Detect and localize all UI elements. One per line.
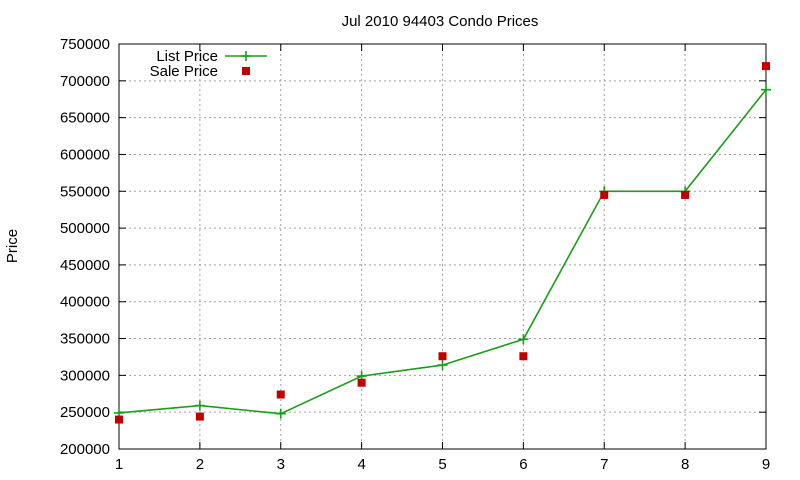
y-tick-label: 700000 bbox=[60, 73, 110, 90]
list-price-point bbox=[761, 84, 771, 95]
plot-frame bbox=[118, 43, 767, 450]
legend-marker-list-price bbox=[241, 51, 251, 61]
sale-price-point bbox=[681, 190, 690, 199]
y-tick-label: 500000 bbox=[60, 220, 110, 237]
y-axis-label: Price bbox=[4, 229, 21, 263]
y-tick-label: 250000 bbox=[60, 404, 110, 421]
sale-price-point bbox=[115, 415, 123, 424]
legend-marks bbox=[225, 51, 267, 75]
x-tick-label: 6 bbox=[519, 456, 527, 473]
x-tick-label: 2 bbox=[196, 456, 204, 473]
x-tick-label: 7 bbox=[600, 456, 608, 473]
grid-lines bbox=[119, 44, 766, 449]
axes: 200000 250000 300000 350000 400000 450000 5000… bbox=[60, 36, 770, 473]
y-tick-label: 400000 bbox=[60, 294, 110, 311]
legend-label-sale-price: Sale Price bbox=[150, 63, 218, 80]
x-tick-label: 1 bbox=[115, 456, 123, 473]
list-price-point bbox=[275, 408, 286, 419]
x-tick-label: 3 bbox=[277, 456, 285, 473]
chart-title: Jul 2010 94403 Condo Prices bbox=[342, 13, 539, 30]
y-tick-label: 300000 bbox=[60, 367, 110, 384]
sale-price-point bbox=[519, 352, 528, 361]
y-tick-label: 350000 bbox=[60, 331, 110, 348]
list-price-point bbox=[437, 360, 448, 371]
x-tick-label: 4 bbox=[357, 456, 365, 473]
legend-label-list-price: List Price bbox=[156, 48, 218, 65]
y-tick-label: 200000 bbox=[60, 441, 110, 458]
sale-price-point bbox=[195, 412, 204, 421]
y-tick-label: 550000 bbox=[60, 183, 110, 200]
x-tick-label: 5 bbox=[438, 456, 446, 473]
y-tick-label: 600000 bbox=[60, 146, 110, 163]
legend-marker-sale-price bbox=[242, 67, 250, 75]
sale-price-point bbox=[438, 352, 447, 361]
y-tick-label: 450000 bbox=[60, 257, 110, 274]
sale-price-point bbox=[276, 390, 285, 399]
list-price-point bbox=[194, 400, 205, 411]
data-series bbox=[114, 62, 771, 424]
y-tick-label: 650000 bbox=[60, 110, 110, 127]
sale-price-point bbox=[600, 190, 609, 199]
sale-price-point bbox=[762, 62, 770, 71]
x-tick-label: 9 bbox=[762, 456, 770, 473]
y-tick-label: 750000 bbox=[60, 36, 110, 53]
x-tick-label: 8 bbox=[681, 456, 689, 473]
list-price-point bbox=[518, 334, 529, 345]
legend: List Price Sale Price bbox=[150, 48, 267, 80]
sale-price-point bbox=[357, 378, 366, 387]
